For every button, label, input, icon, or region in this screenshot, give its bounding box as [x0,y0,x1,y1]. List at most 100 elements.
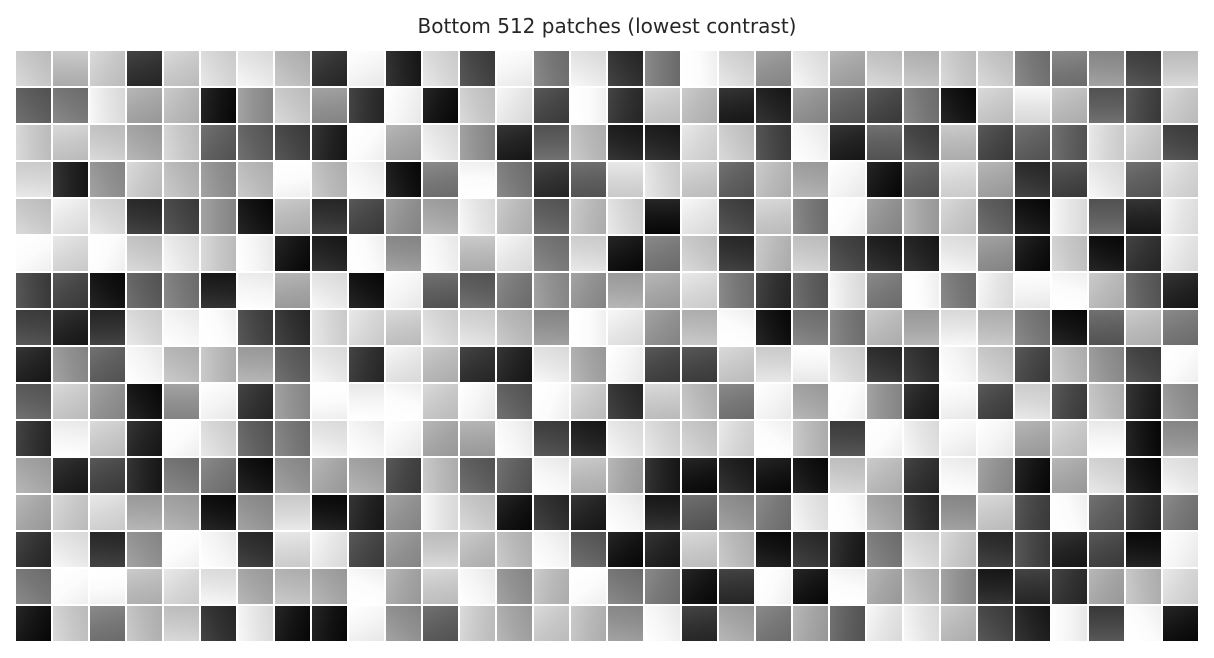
image-patch [978,199,1013,234]
image-patch [238,88,273,123]
image-patch [719,569,754,604]
image-patch [386,51,421,86]
image-patch [682,347,717,382]
image-patch [349,569,384,604]
image-patch [127,458,162,493]
image-patch [1089,273,1124,308]
image-patch [238,162,273,197]
image-patch [719,51,754,86]
image-patch [682,273,717,308]
image-patch [497,125,532,160]
image-patch [904,495,939,530]
image-patch [1163,199,1198,234]
image-patch [867,273,902,308]
image-patch [275,199,310,234]
image-patch [497,310,532,345]
image-patch [978,125,1013,160]
image-patch [53,162,88,197]
image-patch [90,569,125,604]
image-patch [793,606,828,641]
image-patch [164,421,199,456]
image-patch [645,532,680,567]
image-patch [645,310,680,345]
image-patch [941,495,976,530]
image-patch [275,495,310,530]
image-patch [719,458,754,493]
image-patch [793,236,828,271]
image-patch [1052,347,1087,382]
image-patch [312,273,347,308]
image-patch [1163,347,1198,382]
image-patch [201,347,236,382]
image-patch [867,458,902,493]
image-patch [1126,495,1161,530]
image-patch [904,606,939,641]
image-patch [978,310,1013,345]
image-patch [238,569,273,604]
image-patch [312,199,347,234]
image-patch [349,458,384,493]
image-patch [608,273,643,308]
image-patch [1126,458,1161,493]
image-patch [793,162,828,197]
image-patch [1015,125,1050,160]
image-patch [386,606,421,641]
image-patch [90,495,125,530]
image-patch [275,125,310,160]
image-patch [830,384,865,419]
image-patch [164,495,199,530]
image-patch [645,495,680,530]
image-patch [719,532,754,567]
image-patch [386,125,421,160]
image-patch [904,347,939,382]
image-patch [90,88,125,123]
image-patch [460,532,495,567]
image-patch [571,88,606,123]
image-patch [1015,51,1050,86]
image-patch [756,347,791,382]
image-patch [1089,51,1124,86]
image-patch [1126,384,1161,419]
image-patch [904,88,939,123]
image-patch [756,495,791,530]
image-patch [682,310,717,345]
image-patch [978,51,1013,86]
image-patch [978,606,1013,641]
image-patch [645,458,680,493]
image-patch [423,421,458,456]
image-patch [312,532,347,567]
image-patch [904,532,939,567]
image-patch [312,458,347,493]
image-patch [978,495,1013,530]
image-patch [238,310,273,345]
image-patch [497,384,532,419]
image-patch [497,162,532,197]
image-patch [423,273,458,308]
image-patch [53,458,88,493]
image-patch [275,88,310,123]
image-patch [756,273,791,308]
image-patch [534,273,569,308]
image-patch [1163,162,1198,197]
image-patch [719,125,754,160]
image-patch [386,236,421,271]
image-patch [571,199,606,234]
image-patch [386,495,421,530]
image-patch [1163,458,1198,493]
image-patch [793,51,828,86]
image-patch [497,532,532,567]
image-patch [1052,162,1087,197]
image-patch [904,162,939,197]
image-patch [1052,273,1087,308]
image-patch [275,236,310,271]
image-patch [1089,347,1124,382]
image-patch [164,347,199,382]
image-patch [904,310,939,345]
image-patch [349,421,384,456]
image-patch [941,458,976,493]
image-patch [312,88,347,123]
image-patch [1126,310,1161,345]
image-patch [497,51,532,86]
image-patch [1015,347,1050,382]
image-patch [867,384,902,419]
